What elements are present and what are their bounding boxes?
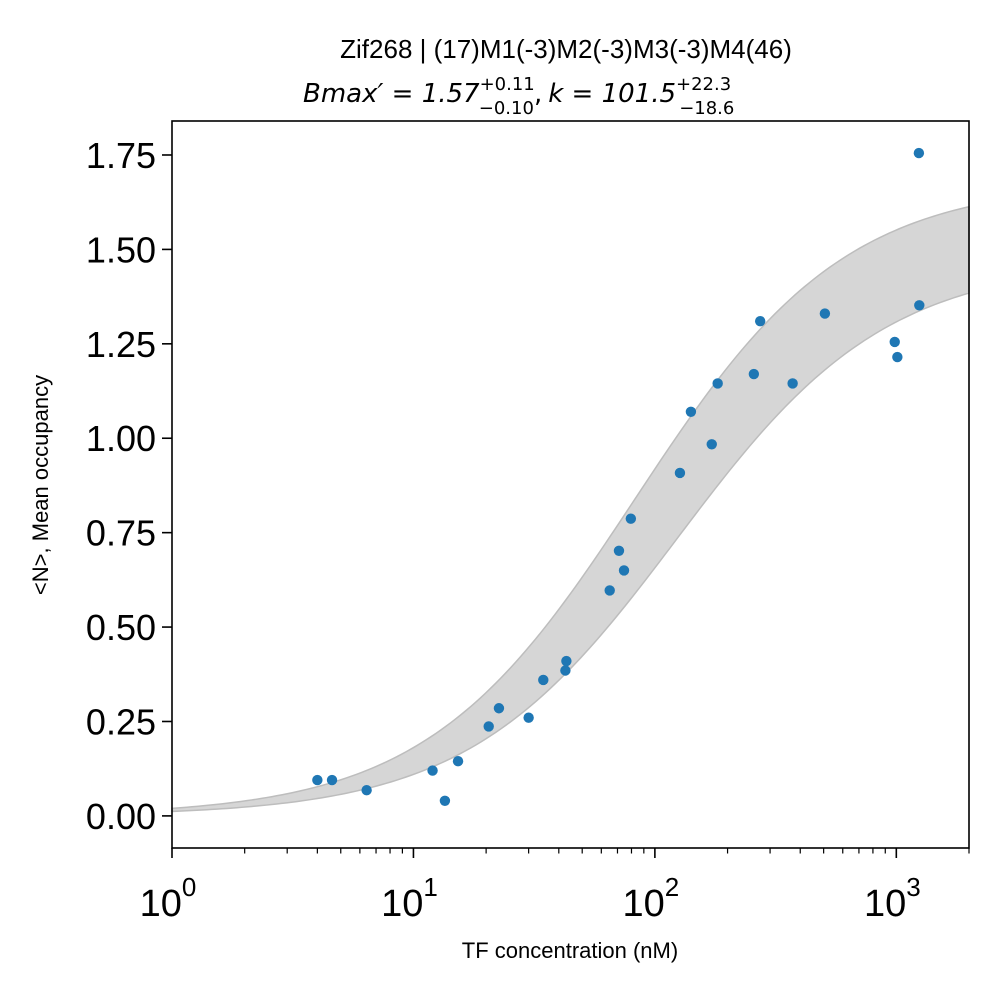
data-point [561, 655, 572, 667]
subtitle-k: k = 101.5 [548, 79, 676, 109]
data-point [748, 368, 760, 380]
data-point [685, 406, 697, 417]
data-point [913, 147, 925, 159]
plot-frame [171, 120, 970, 849]
data-point [618, 565, 630, 576]
subtitle-bmax-sup: +0.11 [480, 74, 535, 95]
y-tick-label: 0.75 [86, 513, 156, 554]
data-point [914, 300, 925, 311]
data-point [625, 513, 637, 524]
x-tick-label: 100 [140, 872, 197, 925]
data-point [889, 336, 900, 348]
data-point [538, 674, 549, 686]
chart-title: Zif268 | (17)M1(-3)M2(-3)M3(-3)M4(46) [340, 34, 792, 64]
x-tick-label: 101 [381, 872, 438, 925]
subtitle-separator: , [534, 79, 542, 109]
subtitle-bmax-sub: −0.10 [479, 98, 534, 119]
x-tick-label-exponent: 2 [665, 872, 679, 902]
data-point [493, 703, 505, 714]
y-tick-label: 1.25 [86, 324, 156, 365]
x-tick-label-exponent: 0 [182, 872, 196, 902]
y-tick-label: 1.75 [86, 135, 156, 176]
data-point [892, 351, 903, 363]
x-tick-label-exponent: 1 [423, 872, 437, 902]
x-tick-label-base: 10 [864, 883, 906, 925]
y-tick-label: 1.50 [86, 229, 156, 270]
data-point [754, 315, 766, 327]
x-axis-label: TF concentration (nM) [462, 938, 678, 963]
x-tick-label-exponent: 3 [906, 872, 920, 902]
data-point [361, 785, 372, 796]
subtitle-k-sup: +22.3 [676, 74, 731, 95]
data-point [326, 774, 338, 786]
data-point [706, 439, 717, 450]
data-point [787, 378, 798, 389]
x-axis-ticks: 100 101 102 103 [140, 848, 970, 925]
data-points [312, 147, 925, 806]
data-point [483, 721, 494, 732]
data-point [674, 467, 686, 479]
y-tick-label: 0.00 [86, 796, 156, 837]
subtitle-bmax: Bmax′ = 1.57 [303, 79, 480, 109]
data-point [604, 585, 615, 596]
x-tick-label-base: 10 [381, 883, 423, 925]
x-tick-label: 103 [864, 872, 921, 925]
y-tick-label: 1.00 [86, 418, 156, 459]
y-tick-label: 0.25 [86, 701, 156, 742]
x-tick-label-base: 10 [623, 883, 665, 925]
data-point [452, 755, 464, 767]
data-point [312, 774, 323, 786]
y-axis-ticks: 0.00 0.25 0.50 0.75 1.00 1.25 1.50 1.75 [86, 135, 172, 837]
y-axis-label: <N>, Mean occupancy [28, 375, 53, 595]
subtitle-k-sub: −18.6 [679, 98, 734, 119]
data-point [819, 308, 831, 319]
data-point [523, 712, 534, 723]
y-tick-label: 0.50 [86, 607, 156, 648]
data-point [712, 378, 723, 389]
data-point [439, 795, 451, 806]
chart-subtitle: Bmax′ = 1.57+0.11 −0.10, k = 101.5+22.3 −18… [303, 74, 734, 119]
data-point [427, 765, 438, 776]
data-point [613, 545, 625, 556]
x-tick-label-base: 10 [140, 883, 182, 925]
data-point [560, 665, 571, 676]
x-tick-label: 102 [623, 872, 680, 925]
